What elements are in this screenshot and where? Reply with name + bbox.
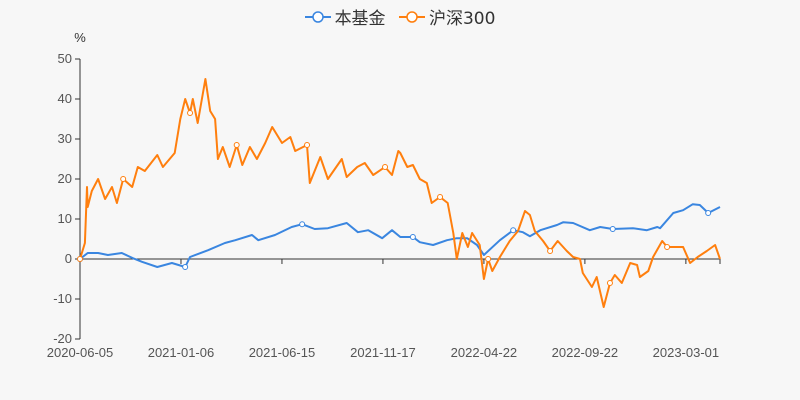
- legend-marker-csi300-icon: [398, 10, 425, 23]
- x-tick-label: 2021-06-15: [249, 345, 316, 360]
- data-point: [299, 221, 306, 228]
- data-point: [382, 164, 389, 170]
- data-point: [120, 176, 127, 182]
- data-point: [485, 256, 492, 262]
- data-point: [510, 227, 517, 234]
- data-point: [304, 142, 311, 148]
- data-point: [409, 234, 416, 240]
- y-tick-label: 50: [58, 51, 72, 66]
- x-tick-label: 2022-04-22: [451, 345, 518, 360]
- data-point: [705, 210, 712, 216]
- data-point: [606, 280, 613, 286]
- data-point: [182, 264, 189, 270]
- legend-item-fund[interactable]: 本基金: [304, 4, 386, 29]
- series-line-csi300: [79, 78, 721, 308]
- y-axis-unit-label: %: [74, 30, 86, 45]
- x-tick-label: 2023-03-01: [653, 345, 720, 360]
- y-tick-label: 20: [58, 171, 72, 186]
- x-tick-label: 2022-09-22: [552, 345, 619, 360]
- data-point: [664, 244, 671, 250]
- data-point: [547, 248, 554, 254]
- legend: 本基金 沪深300: [0, 4, 800, 29]
- x-tick-label: 2020-06-05: [47, 345, 114, 360]
- data-point: [77, 256, 83, 262]
- x-tick-label: 2021-11-17: [350, 345, 416, 360]
- y-tick-label: 10: [58, 211, 72, 226]
- data-point: [187, 110, 194, 116]
- x-tick-label: 2021-01-06: [148, 345, 215, 360]
- data-point: [609, 226, 616, 232]
- y-tick-label: 30: [58, 131, 72, 146]
- data-point: [437, 194, 444, 200]
- legend-item-csi300[interactable]: 沪深300: [398, 4, 496, 29]
- legend-marker-fund-icon: [304, 10, 331, 23]
- legend-label-fund: 本基金: [334, 9, 386, 29]
- y-tick-label: -20: [53, 331, 72, 346]
- y-tick-label: 40: [58, 91, 72, 106]
- y-tick-label: -10: [53, 291, 72, 306]
- legend-label-csi300: 沪深300: [428, 9, 496, 29]
- y-tick-label: 0: [65, 251, 72, 266]
- data-point: [233, 142, 240, 148]
